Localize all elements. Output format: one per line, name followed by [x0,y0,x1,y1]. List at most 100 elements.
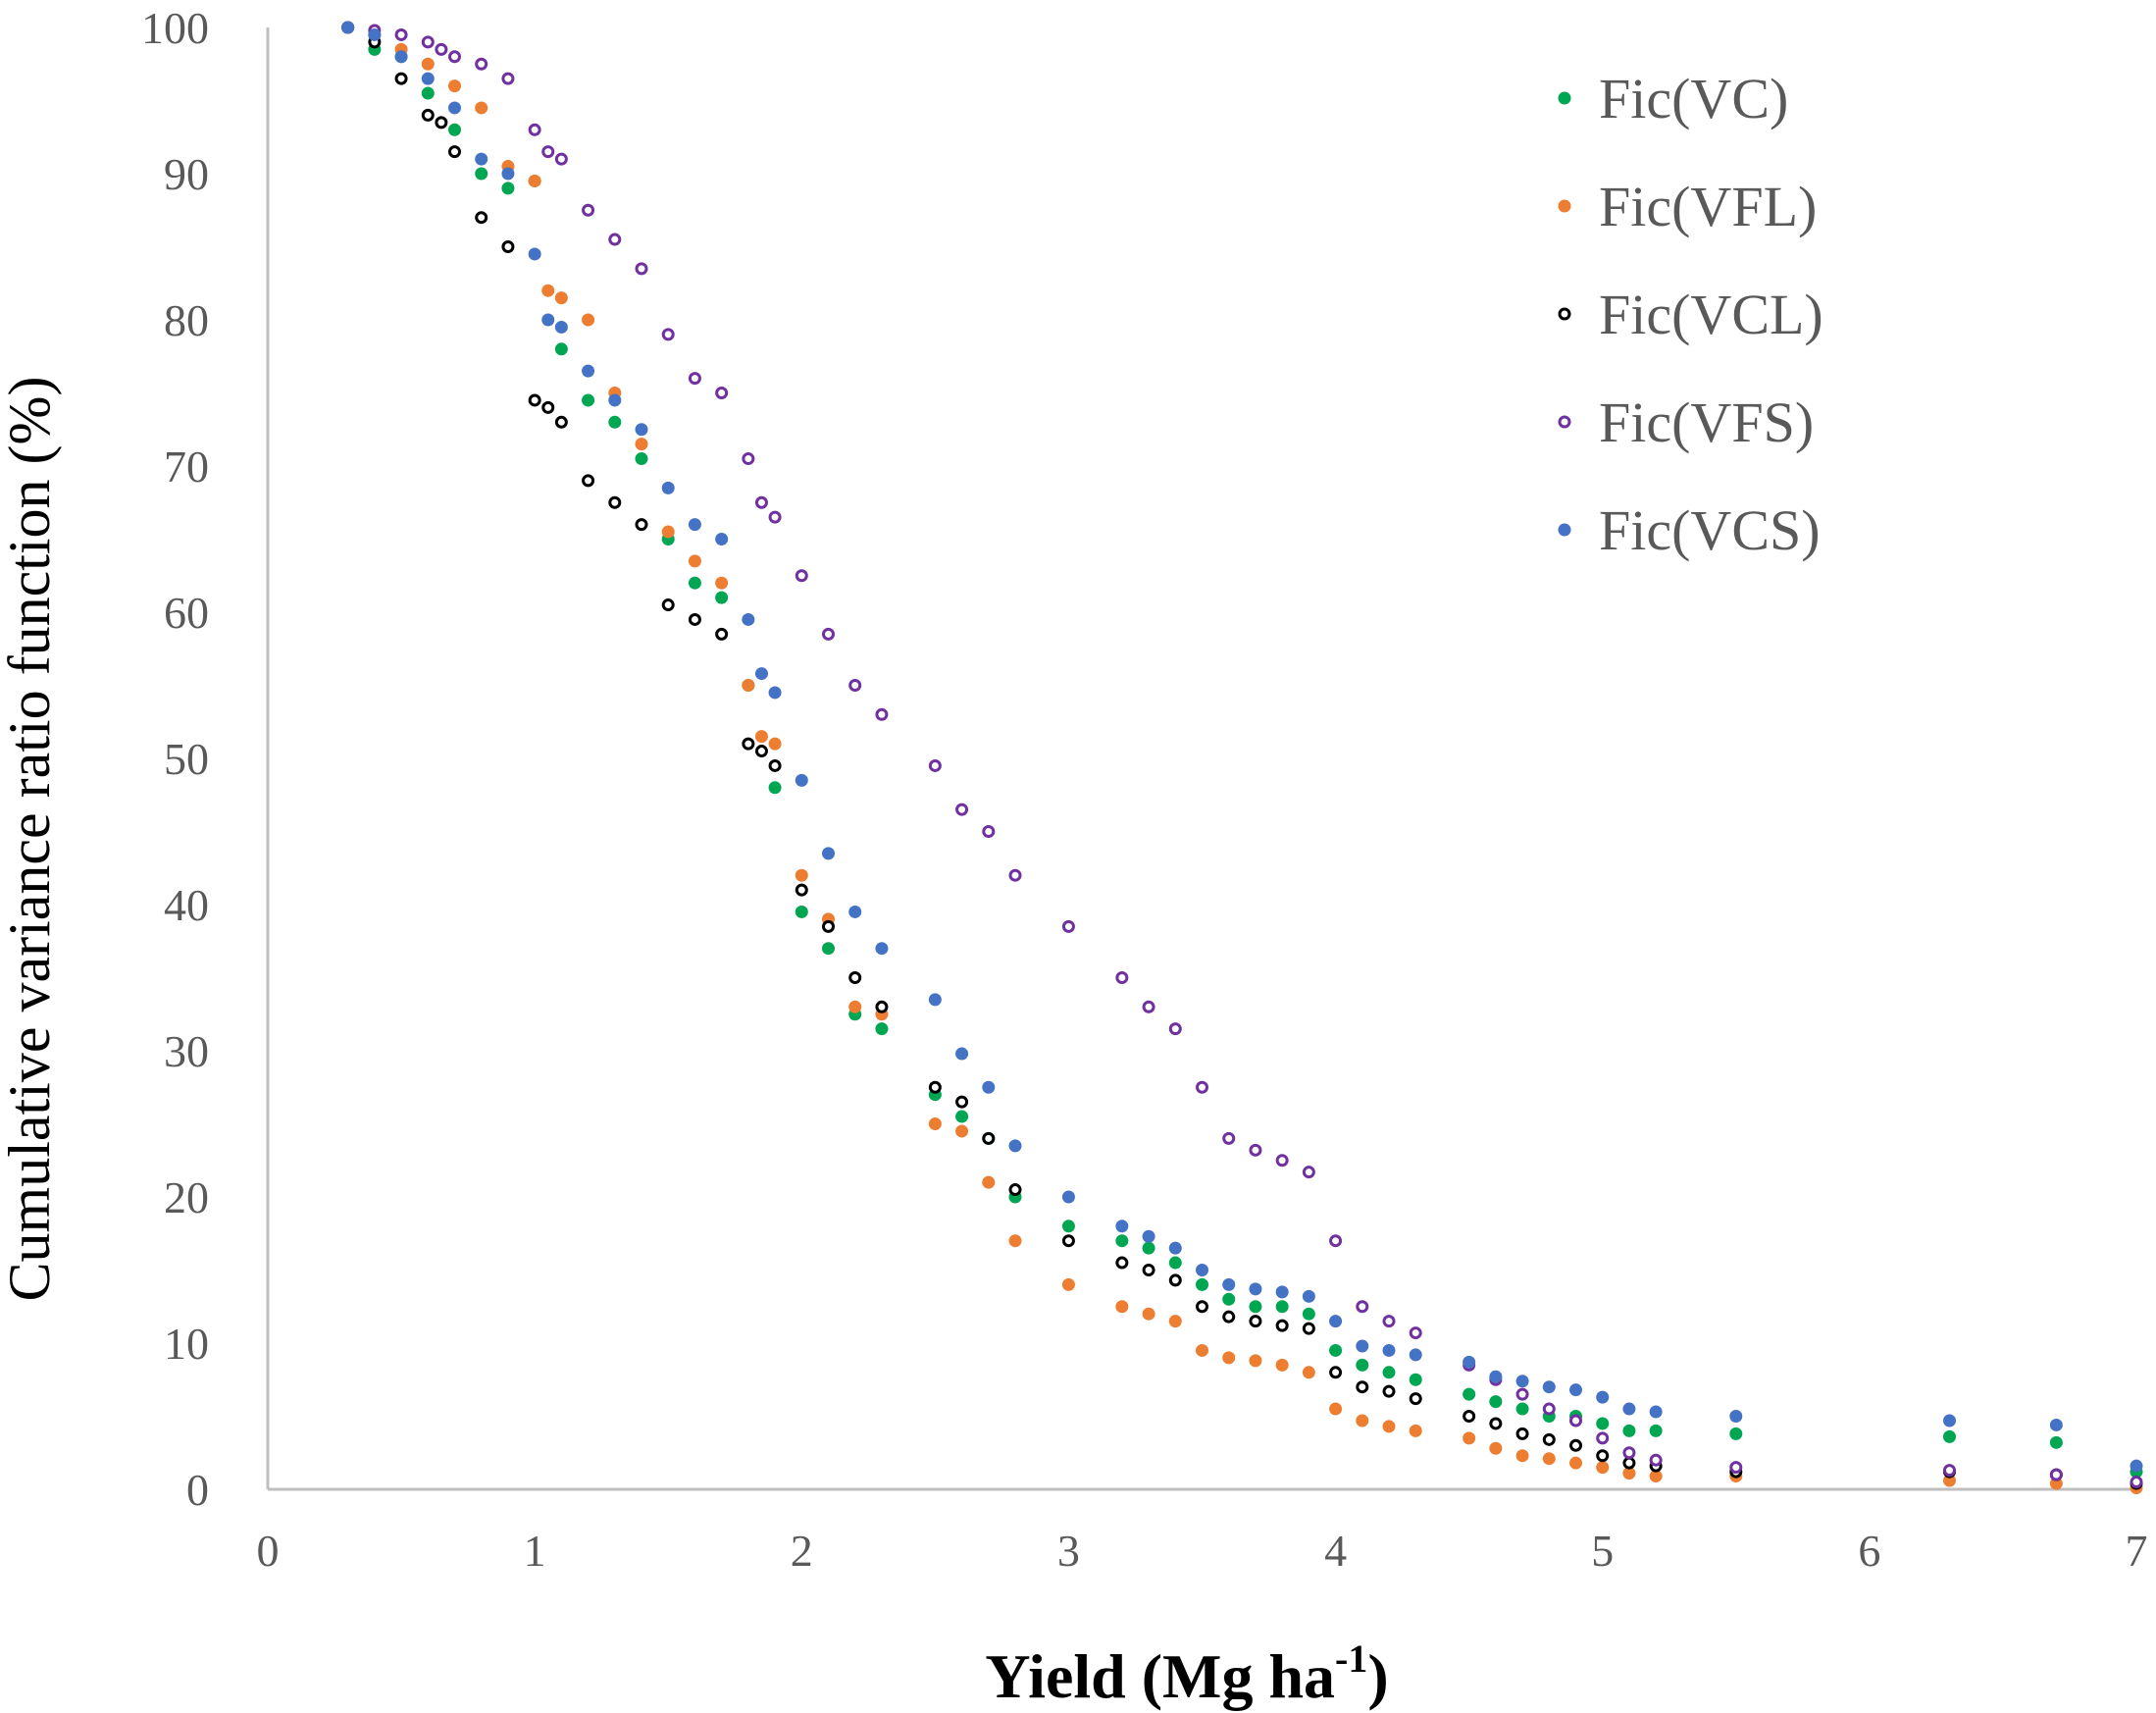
data-point [848,971,862,984]
data-point [1302,1289,1315,1303]
data-point [582,313,595,327]
y-tick-label: 0 [186,1465,209,1515]
data-point [608,233,622,246]
data-point [1061,1220,1075,1233]
legend-marker [1558,199,1571,213]
data-point [1222,1131,1236,1145]
data-point [1596,1417,1610,1430]
data-point [448,50,461,64]
data-point [1275,1319,1289,1332]
data-point [1115,1220,1129,1233]
data-point [688,576,701,590]
data-point [1569,1383,1582,1397]
data-point [1302,1166,1315,1179]
data-point [688,554,701,568]
data-point [1222,1310,1236,1324]
x-tick-labels: 0 1 2 3 4 5 6 7 [257,1526,2148,1576]
legend-label: Fic(VFS) [1599,390,1814,454]
data-point [528,247,541,261]
data-point [1382,1366,1396,1379]
data-point [1249,1300,1262,1314]
data-point [982,1175,996,1189]
data-point [928,758,942,772]
data-point [1329,1315,1343,1328]
data-point [1275,1154,1289,1168]
data-point [754,730,768,744]
data-point [1168,1315,1182,1328]
data-point [1142,1229,1155,1243]
data-point [1515,1449,1529,1463]
data-point [1409,1373,1422,1386]
data-point [554,342,568,356]
data-point [1622,1456,1636,1470]
data-point [421,86,435,100]
data-point [394,27,408,41]
data-point [1061,1190,1075,1204]
data-point [635,262,648,276]
data-point [421,72,435,85]
data-point [448,123,461,136]
data-point [1542,1380,1556,1394]
data-point [1489,1441,1503,1455]
data-point [501,167,515,181]
data-point [1196,1080,1208,1094]
data-point [822,919,835,933]
data-point [875,707,889,721]
data-point [1168,1256,1182,1270]
data-point [795,868,808,882]
data-point [421,35,435,49]
data-point [1542,1402,1556,1416]
data-point [1463,1431,1476,1445]
data-point [1196,1277,1208,1291]
data-point [1729,1461,1743,1475]
data-point [822,627,835,641]
data-point [1275,1358,1289,1372]
data-point [1249,1354,1262,1368]
data-point [1489,1395,1503,1409]
data-point [1142,1241,1155,1255]
data-point [475,152,488,166]
data-point [982,1080,996,1094]
data-point [1463,1410,1476,1423]
data-point [501,240,515,253]
data-point [1168,1022,1182,1036]
data-point [1649,1453,1663,1467]
data-point [582,393,595,407]
data-point [1329,1366,1343,1379]
data-point [661,525,675,539]
data-point [1569,1414,1582,1428]
data-point [1356,1339,1369,1353]
data-point [715,627,729,641]
data-point [928,1117,942,1130]
data-point [1008,1139,1022,1153]
data-point [1409,1348,1422,1362]
data-point [1596,1449,1610,1463]
data-point [1222,1292,1236,1306]
data-point [1275,1300,1289,1314]
data-point [1943,1414,1956,1428]
data-point [2049,1477,2063,1490]
plot-area [341,21,2143,1495]
data-point [1515,1427,1529,1440]
data-point [1249,1315,1262,1328]
y-tick-label: 100 [141,3,209,53]
data-point [554,415,568,429]
data-point [421,57,435,71]
data-point [768,758,782,772]
x-tick-label: 6 [1858,1526,1880,1576]
data-point [661,328,675,341]
data-point [501,72,515,85]
data-point [1302,1322,1315,1335]
data-point [475,167,488,181]
data-point [1463,1387,1476,1401]
legend-label: Fic(VCS) [1599,498,1821,562]
data-point [554,291,568,305]
y-tick-label: 50 [164,734,209,784]
data-point [1356,1414,1369,1428]
data-point [768,781,782,795]
data-point [768,737,782,751]
data-point [1515,1387,1529,1401]
data-point [1515,1402,1529,1416]
data-point [661,598,675,612]
